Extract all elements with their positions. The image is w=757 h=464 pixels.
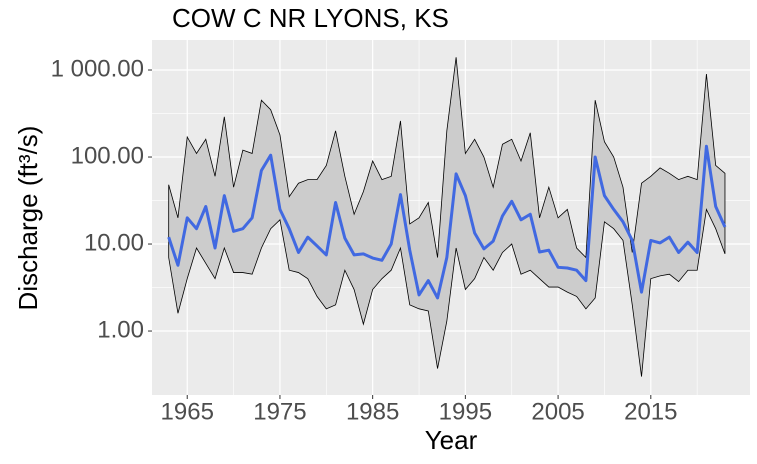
ribbon <box>168 57 726 377</box>
x-tick-label: 1995 <box>439 398 492 425</box>
line <box>167 144 727 300</box>
x-tick-label: 2015 <box>624 398 677 425</box>
y-tick-label: 1.00 <box>97 316 144 343</box>
x-axis-title: Year <box>425 425 478 455</box>
chart-title: COW C NR LYONS, KS <box>172 3 449 33</box>
x-tick-label: 1985 <box>346 398 399 425</box>
y-tick-label: 1 000.00 <box>51 55 144 82</box>
y-axis-title: Discharge (ft³/s) <box>13 126 43 311</box>
y-tick-label: 100.00 <box>71 142 144 169</box>
y-tick-label: 10.00 <box>84 229 144 256</box>
x-tick-label: 1965 <box>161 398 214 425</box>
x-tick-label: 1975 <box>253 398 306 425</box>
x-tick-label: 2005 <box>531 398 584 425</box>
